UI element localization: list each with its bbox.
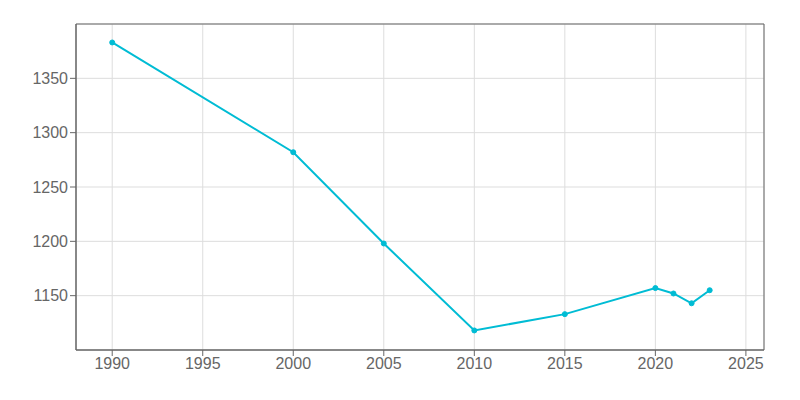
svg-text:1990: 1990 [94,355,130,372]
svg-text:2000: 2000 [275,355,311,372]
svg-text:1300: 1300 [32,124,68,141]
svg-text:2015: 2015 [547,355,583,372]
svg-text:2005: 2005 [366,355,402,372]
svg-text:1150: 1150 [34,287,69,304]
svg-text:2020: 2020 [638,355,674,372]
svg-text:1995: 1995 [185,355,221,372]
svg-text:1350: 1350 [32,70,68,87]
svg-text:1250: 1250 [32,179,68,196]
svg-text:2025: 2025 [728,355,764,372]
svg-text:2010: 2010 [457,355,493,372]
svg-text:1200: 1200 [32,233,68,250]
